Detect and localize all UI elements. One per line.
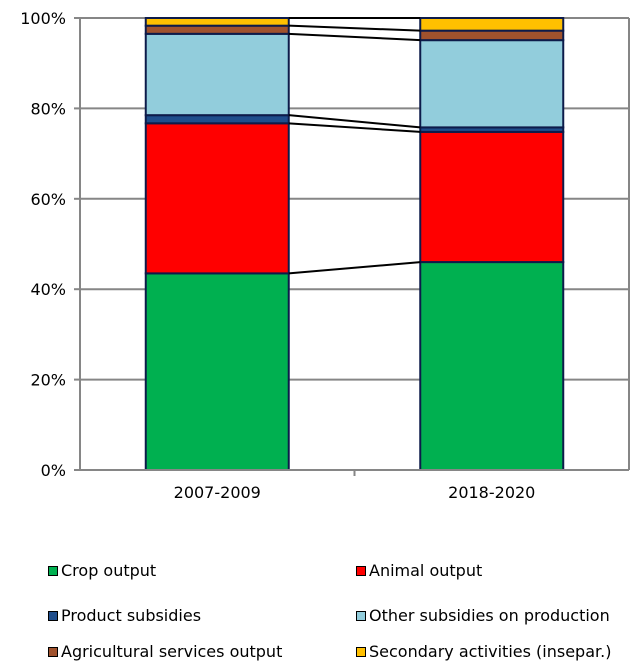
series-connector — [288, 24, 421, 32]
bar-segment — [419, 261, 565, 471]
y-tick-label: 60% — [30, 190, 66, 209]
y-tick-label: 40% — [30, 280, 66, 299]
legend-label: Other subsidies on production — [369, 606, 610, 625]
legend-swatch — [48, 646, 58, 657]
series-connector — [288, 122, 421, 133]
legend-swatch — [48, 565, 58, 576]
tick-labels: 0% 20% 40% 60% 80% 100% 2007-2009 2018-2020 — [20, 9, 535, 500]
bar-segment — [144, 24, 290, 35]
legend-label: Crop output — [61, 561, 157, 580]
bar-segment — [144, 32, 290, 117]
legend-item: Product subsidies — [48, 606, 201, 625]
y-tick-label: 80% — [30, 99, 66, 118]
bar-segment — [144, 114, 290, 125]
x-tick-label: 2018-2020 — [448, 483, 535, 500]
bars — [144, 17, 565, 471]
bar-segment — [144, 17, 290, 27]
legend-item: Other subsidies on production — [356, 606, 610, 625]
legend-label: Product subsidies — [61, 606, 202, 625]
legend-item: Agricultural services output — [48, 642, 282, 661]
bar-segment — [419, 130, 565, 264]
bar-segment — [419, 39, 565, 129]
legend-swatch — [48, 610, 58, 621]
legend-label: Agricultural services output — [61, 642, 283, 661]
y-tick-label: 20% — [30, 371, 66, 390]
connector-lines — [288, 17, 421, 275]
bar-segment — [144, 272, 290, 471]
axes — [74, 17, 630, 476]
legend-label: Animal output — [369, 561, 483, 580]
series-connector — [288, 261, 421, 275]
legend-swatch — [356, 646, 366, 657]
legend-swatch — [356, 565, 366, 576]
stacked-bar-chart: 0% 20% 40% 60% 80% 100% 2007-2009 2018-2020 — [20, 9, 630, 500]
legend-item: Crop output — [48, 561, 156, 580]
bar-segment — [419, 29, 565, 42]
legend-swatch — [356, 610, 366, 621]
bar-segment — [144, 122, 290, 275]
x-tick-label: 2007-2009 — [174, 483, 261, 500]
bar-segment — [419, 17, 565, 32]
series-connector — [288, 32, 421, 42]
legend-label: Secondary activities (insepar.) — [369, 642, 612, 661]
legend-item: Secondary activities (insepar.) — [356, 642, 611, 661]
y-tick-label: 100% — [20, 9, 66, 28]
legend-item: Animal output — [356, 561, 482, 580]
y-tick-label: 0% — [41, 461, 66, 480]
series-connector — [288, 114, 421, 129]
